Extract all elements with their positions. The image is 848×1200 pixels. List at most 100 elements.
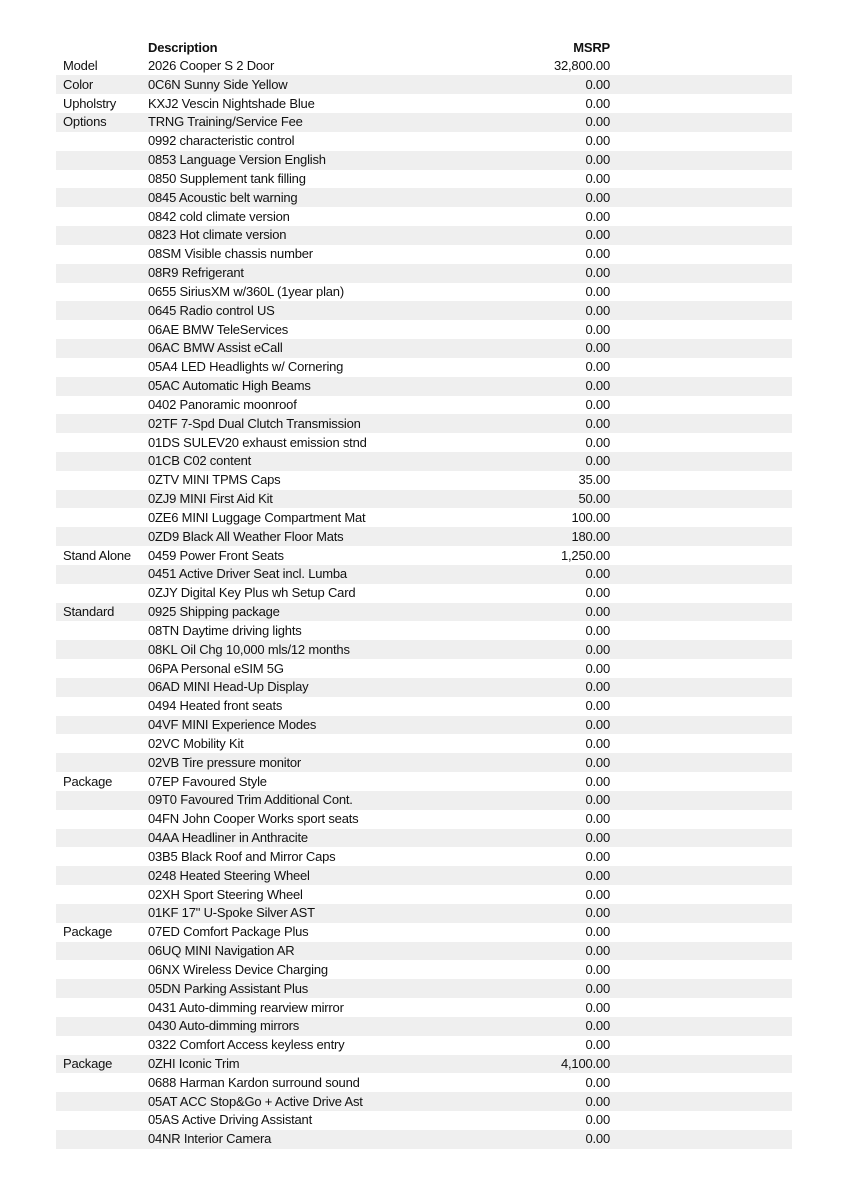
description: KXJ2 Vescin Nightshade Blue — [148, 95, 315, 111]
msrp: 0.00 — [585, 189, 610, 205]
msrp: 0.00 — [585, 867, 610, 883]
description: 06NX Wireless Device Charging — [148, 961, 328, 977]
category: Options — [63, 114, 107, 130]
msrp: 0.00 — [585, 773, 610, 789]
description: 05DN Parking Assistant Plus — [148, 980, 309, 996]
description: 0431 Auto-dimming rearview mirror — [148, 999, 344, 1015]
msrp: 0.00 — [585, 415, 610, 431]
description: 03B5 Black Roof and Mirror Caps — [148, 848, 336, 864]
description: 02VC Mobility Kit — [148, 735, 244, 751]
description: 04VF MINI Experience Modes — [148, 717, 317, 733]
msrp: 0.00 — [585, 434, 610, 450]
description: 0823 Hot climate version — [148, 227, 287, 243]
category: Standard — [63, 604, 115, 620]
msrp: 0.00 — [585, 585, 610, 601]
row-shade — [56, 301, 792, 321]
description: 04FN John Cooper Works sport seats — [148, 811, 359, 827]
category: Package — [63, 1055, 113, 1071]
description: 06UQ MINI Navigation AR — [148, 943, 295, 958]
row-shade — [56, 188, 792, 208]
row-shade — [56, 715, 792, 735]
msrp: 35.00 — [578, 472, 610, 488]
msrp: 0.00 — [585, 961, 610, 977]
msrp: 32,800.00 — [553, 58, 610, 73]
msrp: 180.00 — [571, 528, 610, 544]
row-shade — [56, 677, 792, 697]
description: 2026 Cooper S 2 Door — [148, 58, 275, 73]
row-shade — [56, 113, 792, 132]
msrp: 0.00 — [585, 905, 610, 921]
description: 07ED Comfort Package Plus — [148, 924, 309, 940]
msrp: 0.00 — [585, 302, 610, 318]
row-shade — [56, 790, 792, 810]
row-shade — [56, 75, 792, 95]
category: Upholstry — [63, 95, 117, 111]
msrp: 0.00 — [585, 679, 610, 695]
description: 05AT ACC Stop&Go + Active Drive Ast — [148, 1093, 363, 1109]
category: Package — [63, 773, 113, 789]
description: 09T0 Favoured Trim Additional Cont. — [148, 792, 353, 808]
msrp: 0.00 — [585, 1074, 610, 1090]
description: 04AA Headliner in Anthracite — [148, 830, 308, 846]
msrp: 0.00 — [585, 604, 610, 620]
row-shade — [56, 1054, 792, 1074]
row-shade — [56, 452, 792, 471]
row-shade — [56, 979, 792, 999]
row-shade — [56, 753, 792, 773]
description: 02TF 7-Spd Dual Clutch Transmission — [148, 415, 361, 431]
msrp: 1,250.00 — [560, 547, 610, 563]
description: 01KF 17" U-Spoke Silver AST — [148, 905, 315, 921]
msrp: 0.00 — [585, 76, 610, 92]
description: 0850 Supplement tank filling — [148, 170, 306, 186]
row-shade — [56, 414, 792, 434]
description: 0845 Acoustic belt warning — [148, 189, 298, 205]
msrp: 0.00 — [585, 943, 610, 958]
description: 0402 Panoramic moonroof — [148, 396, 297, 412]
msrp: 0.00 — [585, 999, 610, 1015]
category: Package — [63, 924, 113, 940]
msrp: 0.00 — [585, 283, 610, 299]
description: 02VB Tire pressure monitor — [148, 754, 302, 770]
description: 06AC BMW Assist eCall — [148, 340, 283, 356]
msrp: 0.00 — [585, 133, 610, 149]
msrp: 0.00 — [585, 227, 610, 243]
row-shade — [56, 828, 792, 848]
description: 0C6N Sunny Side Yellow — [148, 76, 288, 92]
description: 06PA Personal eSIM 5G — [148, 660, 284, 676]
row-shade — [56, 263, 792, 283]
description: 02XH Sport Steering Wheel — [148, 886, 303, 902]
msrp: 0.00 — [585, 378, 610, 394]
description: 04NR Interior Camera — [148, 1131, 272, 1147]
description: 05A4 LED Headlights w/ Cornering — [148, 359, 344, 375]
msrp: 0.00 — [585, 924, 610, 940]
msrp: 0.00 — [585, 321, 610, 337]
msrp: 0.00 — [585, 717, 610, 733]
description: 0992 characteristic control — [148, 133, 295, 149]
msrp: 0.00 — [585, 152, 610, 168]
msrp: 0.00 — [585, 396, 610, 412]
row-shade — [56, 527, 792, 547]
msrp: 0.00 — [585, 641, 610, 657]
msrp: 0.00 — [585, 622, 610, 638]
description: 05AS Active Driving Assistant — [148, 1112, 312, 1128]
msrp: 0.00 — [585, 886, 610, 902]
msrp: 0.00 — [585, 359, 610, 375]
description: 0645 Radio control US — [148, 302, 275, 318]
description: 0ZE6 MINI Luggage Compartment Mat — [148, 509, 366, 525]
row-shade — [56, 1092, 792, 1112]
row-shade — [56, 376, 792, 396]
row-shade — [56, 565, 792, 584]
description: 05AC Automatic High Beams — [148, 378, 311, 394]
msrp: 0.00 — [585, 246, 610, 262]
header-description: Description — [148, 40, 218, 55]
description: 0ZD9 Black All Weather Floor Mats — [148, 528, 344, 544]
msrp: 0.00 — [585, 792, 610, 808]
description: 0494 Heated front seats — [148, 698, 283, 714]
msrp: 0.00 — [585, 830, 610, 846]
msrp: 0.00 — [585, 340, 610, 356]
category: Model — [63, 58, 98, 73]
description: 0ZJ9 MINI First Aid Kit — [148, 491, 273, 507]
row-shade — [56, 602, 792, 622]
description: TRNG Training/Service Fee — [148, 114, 303, 130]
